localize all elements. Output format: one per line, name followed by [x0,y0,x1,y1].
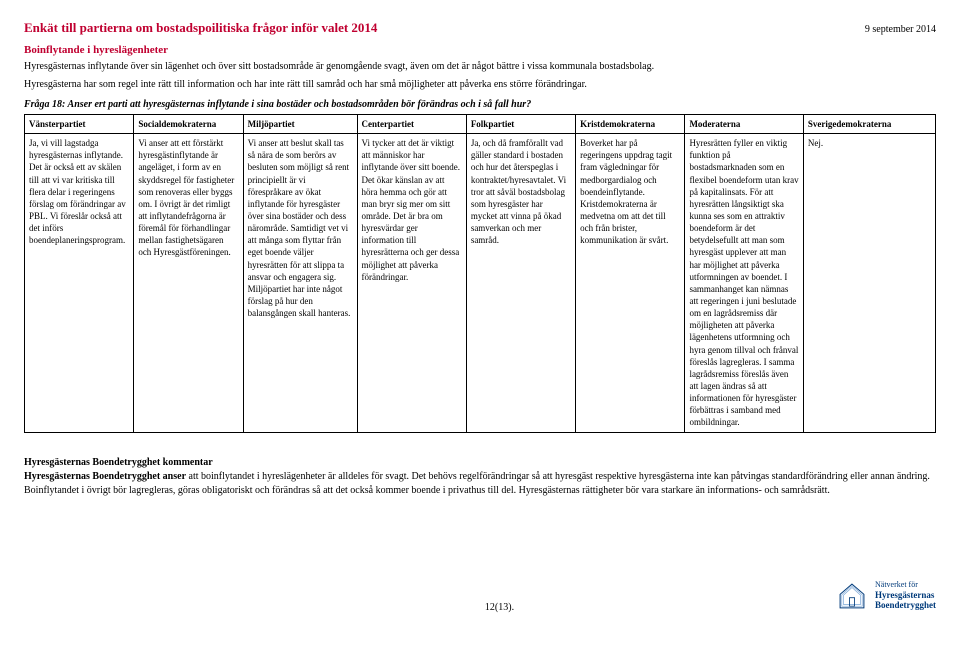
answer-cell: Vi anser att beslut skall tas så nära de… [243,134,357,432]
page-date: 9 september 2014 [865,24,936,35]
page-title: Enkät till partierna om bostadspoilitisk… [24,20,377,36]
answer-cell: Vi anser att ett förstärkt hyresgästinfl… [134,134,243,432]
answer-cell: Nej. [803,134,935,432]
column-header: Miljöpartiet [243,115,357,134]
footer-logo: Nätverket för Hyresgästernas Boendetrygg… [835,579,936,613]
answer-cell: Ja, vi vill lagstadga hyresgästernas inf… [25,134,134,432]
section-subtitle: Boinflytande i hyreslägenheter [24,44,936,56]
page-number: 12(13). [164,602,835,613]
column-header: Moderaterna [685,115,803,134]
logo-line-3: Boendetrygghet [875,600,936,611]
comment-body: Hyresgästernas Boendetrygghet anser att … [24,470,936,499]
answer-cell: Boverket har på regeringens uppdrag tagi… [576,134,685,432]
logo-line-2: Hyresgästernas [875,590,936,601]
house-icon [835,579,869,613]
table-row: Ja, vi vill lagstadga hyresgästernas inf… [25,134,936,432]
logo-text: Nätverket för Hyresgästernas Boendetrygg… [875,580,936,611]
logo-line-1: Nätverket för [875,580,936,590]
table-header-row: VänsterpartietSocialdemokraternaMiljöpar… [25,115,936,134]
column-header: Centerpartiet [357,115,466,134]
question-text: Fråga 18: Anser ert parti att hyresgäste… [24,99,936,110]
column-header: Socialdemokraterna [134,115,243,134]
column-header: Sverigedemokraterna [803,115,935,134]
intro-paragraph-1: Hyresgästernas inflytande över sin lägen… [24,60,936,74]
intro-paragraph-2: Hyresgästerna har som regel inte rätt ti… [24,78,936,92]
comment-title: Hyresgästernas Boendetrygghet kommentar [24,457,936,468]
answers-table: VänsterpartietSocialdemokraternaMiljöpar… [24,114,936,433]
column-header: Folkpartiet [466,115,575,134]
answer-cell: Vi tycker att det är viktigt att människ… [357,134,466,432]
column-header: Vänsterpartiet [25,115,134,134]
answer-cell: Hyresrätten fyller en viktig funktion på… [685,134,803,432]
answer-cell: Ja, och då framförallt vad gäller standa… [466,134,575,432]
column-header: Kristdemokraterna [576,115,685,134]
comment-lead: Hyresgästernas Boendetrygghet anser [24,471,186,482]
